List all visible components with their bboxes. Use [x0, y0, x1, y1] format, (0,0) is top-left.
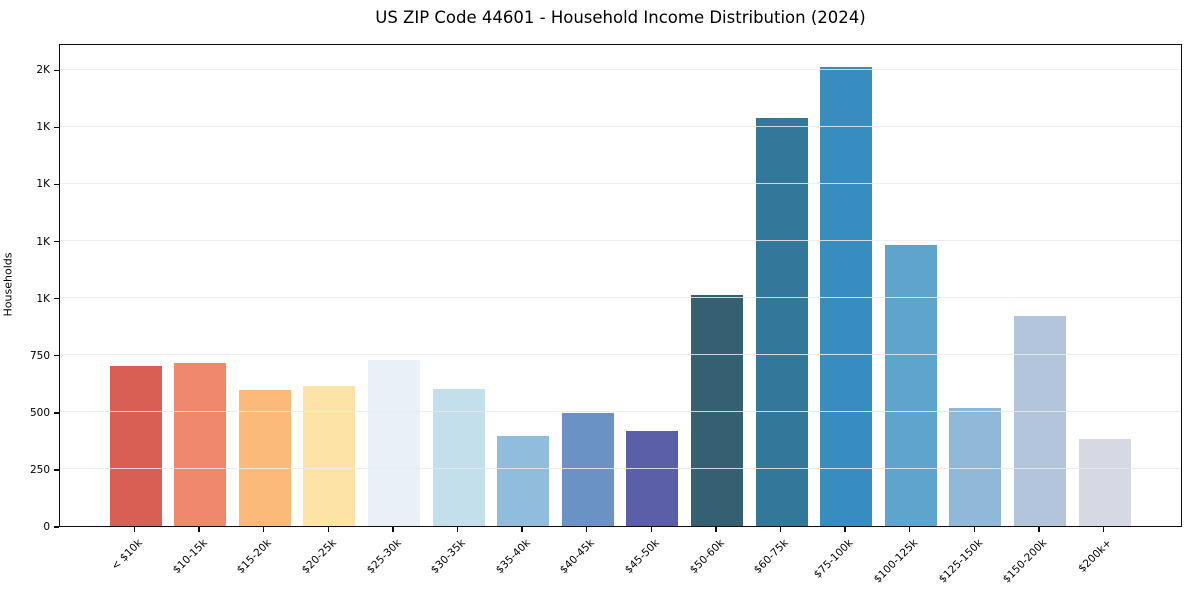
x-tick-label: < $10k [109, 537, 145, 573]
x-tick-label: $60-75k [751, 537, 791, 577]
x-tick-label: $45-50k [622, 537, 662, 577]
x-tick-label: $40-45k [558, 537, 598, 577]
y-tick-label: 750 [29, 349, 50, 362]
y-tick-label: 500 [29, 406, 50, 419]
bar-$45-50k [626, 430, 679, 526]
chart-title: US ZIP Code 44601 - Household Income Dis… [375, 8, 866, 27]
y-tick-label: 1K [36, 235, 50, 248]
x-tick-mark [973, 527, 976, 532]
x-tick-mark [908, 527, 911, 532]
x-tick-mark [1038, 527, 1040, 532]
x-tick-label: $150-200k [1000, 537, 1050, 586]
x-tick-mark [456, 527, 459, 532]
y-tick-mark [54, 469, 59, 471]
bar-$20-25k [303, 385, 356, 526]
bar-$200k+ [1078, 439, 1131, 526]
bar-< $10k [109, 366, 162, 526]
gridline-1250 [60, 240, 1181, 242]
x-tick-label: $30-35k [428, 537, 468, 577]
bar-$35-40k [497, 435, 550, 526]
x-tick-mark [650, 527, 653, 532]
bar-$50-60k [690, 295, 743, 526]
gridline-2000 [60, 68, 1181, 70]
x-tick-mark [715, 527, 717, 532]
bar-$10-15k [174, 363, 227, 526]
y-tick-label: 1K [36, 121, 50, 134]
x-tick-label: $10-15k [170, 537, 210, 577]
y-tick-mark [54, 526, 59, 528]
gridline-750 [60, 354, 1181, 356]
bar-$25-30k [367, 359, 420, 526]
x-tick-mark [262, 527, 265, 532]
y-tick-label: 250 [29, 463, 50, 476]
x-tick-label: $100-125k [871, 537, 921, 586]
x-tick-mark [133, 527, 136, 532]
y-tick-label: 2K [36, 64, 50, 77]
y-tick-mark [54, 354, 59, 357]
gridline-1750 [60, 125, 1181, 127]
y-tick-label: 1K [36, 178, 50, 191]
x-tick-mark [779, 527, 782, 532]
x-tick-mark [198, 527, 200, 532]
gridline-250 [60, 468, 1181, 470]
y-tick-mark [54, 69, 59, 71]
x-tick-label: $20-25k [299, 537, 339, 577]
y-tick-label: 0 [43, 521, 50, 533]
bar-$125-150k [949, 407, 1002, 526]
x-tick-label: $50-60k [687, 537, 727, 577]
bar-$30-35k [432, 388, 485, 526]
x-tick-mark [585, 527, 588, 532]
x-tick-mark [1102, 527, 1105, 532]
x-tick-mark [392, 527, 394, 532]
bar-$40-45k [561, 413, 614, 526]
bar-$100-125k [884, 244, 937, 526]
bar-$60-75k [755, 118, 808, 526]
bar-$150-200k [1013, 316, 1066, 526]
x-tick-label: $75-100k [811, 537, 856, 581]
plot-area [59, 44, 1182, 527]
y-axis-label: Households [1, 252, 15, 317]
bar-$75-100k [820, 67, 873, 526]
x-tick-label: $25-30k [364, 537, 404, 577]
bar-$15-20k [238, 390, 291, 526]
x-tick-mark [327, 527, 330, 532]
y-tick-mark [54, 183, 59, 186]
y-tick-mark [54, 412, 59, 414]
gridline-1000 [60, 297, 1181, 299]
gridline-1500 [60, 182, 1181, 184]
y-tick-mark [54, 240, 59, 243]
x-tick-mark [521, 527, 523, 532]
x-tick-label: $125-150k [936, 537, 985, 586]
y-tick-label: 1K [36, 292, 50, 305]
x-tick-mark [844, 527, 846, 532]
y-tick-mark [54, 297, 59, 300]
x-tick-label: $15-20k [235, 537, 275, 577]
x-tick-label: $200k+ [1076, 537, 1114, 575]
x-tick-label: $35-40k [493, 537, 533, 577]
gridline-500 [60, 411, 1181, 413]
y-tick-mark [54, 126, 59, 129]
